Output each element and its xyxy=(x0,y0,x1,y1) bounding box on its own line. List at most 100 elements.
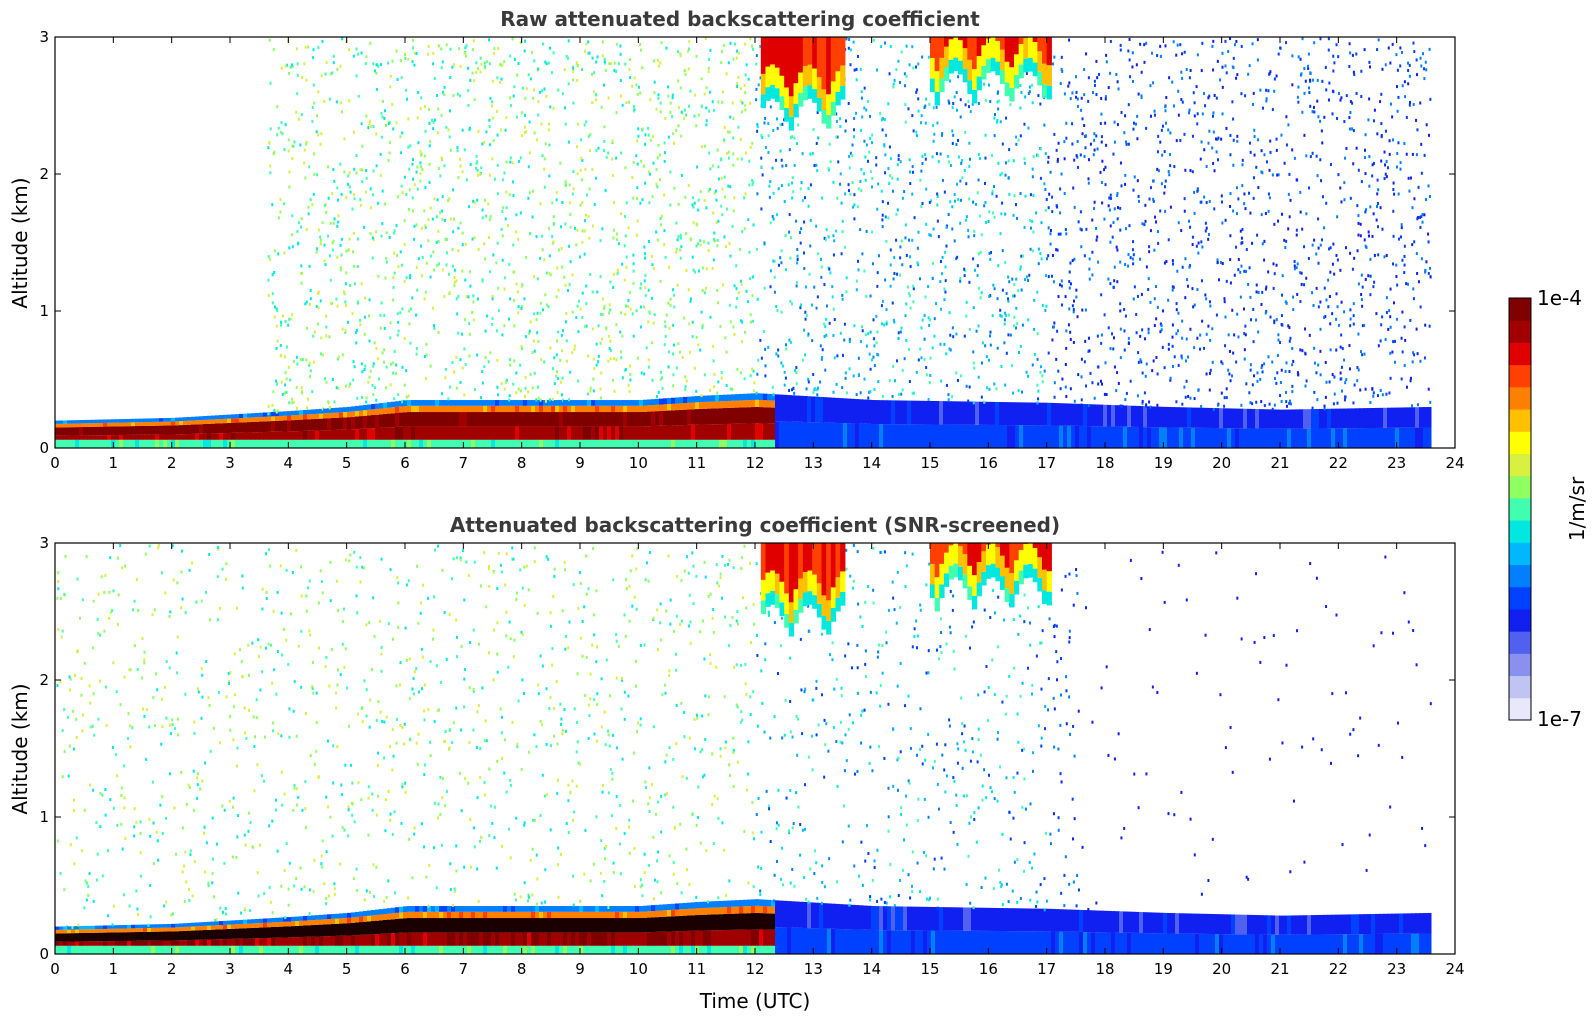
noise-cell xyxy=(709,48,712,52)
noise-cell xyxy=(755,62,758,66)
noise-cell xyxy=(1159,44,1162,48)
noise-cell xyxy=(1053,381,1056,385)
noise-cell xyxy=(475,61,478,65)
noise-cell xyxy=(575,61,578,65)
noise-cell xyxy=(987,220,990,224)
noise-cell xyxy=(561,265,564,269)
noise-cell xyxy=(853,324,856,328)
noise-cell xyxy=(1236,139,1239,143)
bl-cell xyxy=(391,407,396,414)
noise-cell xyxy=(951,141,954,145)
noise-cell xyxy=(868,150,871,154)
noise-cell xyxy=(897,157,900,161)
noise-cell xyxy=(915,370,918,374)
bl-cell xyxy=(127,418,132,423)
noise-cell xyxy=(611,157,614,161)
bl-cell xyxy=(527,426,532,440)
noise-cell xyxy=(625,101,628,105)
noise-cell xyxy=(1037,247,1040,251)
noise-cell xyxy=(697,208,700,212)
bl-cell xyxy=(131,434,136,440)
noise-cell xyxy=(336,255,339,259)
bl-cell xyxy=(659,410,664,426)
noise-cell xyxy=(1343,120,1346,124)
noise-cell xyxy=(457,331,460,335)
noise-cell xyxy=(1132,262,1135,266)
noise-cell xyxy=(1163,185,1166,189)
noise-cell xyxy=(589,132,592,136)
noise-cell xyxy=(1259,88,1262,92)
noise-cell xyxy=(1280,399,1283,403)
bl-cell xyxy=(547,412,552,427)
noise-cell xyxy=(307,397,310,401)
bl-cell xyxy=(475,439,480,448)
bl-cell xyxy=(1315,409,1320,429)
noise-cell xyxy=(1076,155,1079,159)
bl-cell xyxy=(1143,427,1148,448)
noise-cell xyxy=(401,307,404,311)
noise-cell xyxy=(667,265,670,269)
bl-cell xyxy=(383,427,388,440)
noise-cell xyxy=(1177,89,1180,93)
noise-cell xyxy=(569,212,572,216)
noise-cell xyxy=(733,284,736,288)
bl-cell xyxy=(1191,407,1196,428)
noise-cell xyxy=(729,254,732,258)
bl-cell xyxy=(383,402,388,409)
noise-cell xyxy=(351,207,354,211)
noise-cell xyxy=(356,237,359,241)
noise-cell xyxy=(1088,349,1091,353)
noise-cell xyxy=(1063,191,1066,195)
noise-cell xyxy=(1155,285,1158,289)
noise-cell xyxy=(388,151,391,155)
bl-cell xyxy=(343,439,348,448)
bl-cell xyxy=(335,429,340,440)
bl-cell xyxy=(295,439,300,448)
noise-cell xyxy=(756,297,759,301)
noise-cell xyxy=(849,192,852,196)
noise-cell xyxy=(1031,83,1034,87)
bl-cell xyxy=(1199,427,1204,448)
noise-cell xyxy=(717,165,720,169)
noise-cell xyxy=(399,311,402,315)
noise-cell xyxy=(551,235,554,239)
noise-cell xyxy=(1263,153,1266,157)
bl-cell xyxy=(503,412,508,427)
noise-cell xyxy=(1200,240,1203,244)
noise-cell xyxy=(407,394,410,398)
bl-cell xyxy=(463,412,468,427)
noise-cell xyxy=(803,251,806,255)
noise-cell xyxy=(547,128,550,132)
noise-cell xyxy=(852,374,855,378)
noise-cell xyxy=(1101,159,1104,163)
noise-cell xyxy=(1209,338,1212,342)
noise-cell xyxy=(1275,263,1278,267)
noise-cell xyxy=(804,317,807,321)
noise-cell xyxy=(1100,181,1103,185)
bl-cell xyxy=(247,422,252,433)
bl-cell xyxy=(695,402,700,410)
noise-cell xyxy=(515,213,518,217)
bl-cell xyxy=(203,416,208,420)
noise-cell xyxy=(1148,400,1151,404)
bl-cell xyxy=(455,426,460,440)
noise-cell xyxy=(651,296,654,300)
noise-cell xyxy=(1273,89,1276,93)
noise-cell xyxy=(1280,133,1283,137)
noise-cell xyxy=(897,154,900,158)
noise-cell xyxy=(1144,219,1147,223)
noise-cell xyxy=(544,142,547,146)
noise-cell xyxy=(385,256,388,260)
noise-cell xyxy=(1331,373,1334,377)
noise-cell xyxy=(541,308,544,312)
bl-cell xyxy=(87,439,92,448)
noise-cell xyxy=(423,355,426,359)
noise-cell xyxy=(1045,197,1048,201)
noise-cell xyxy=(595,149,598,153)
noise-cell xyxy=(615,232,618,236)
noise-cell xyxy=(844,376,847,380)
bl-cell xyxy=(479,400,484,406)
noise-cell xyxy=(453,284,456,288)
noise-cell xyxy=(1260,400,1263,404)
